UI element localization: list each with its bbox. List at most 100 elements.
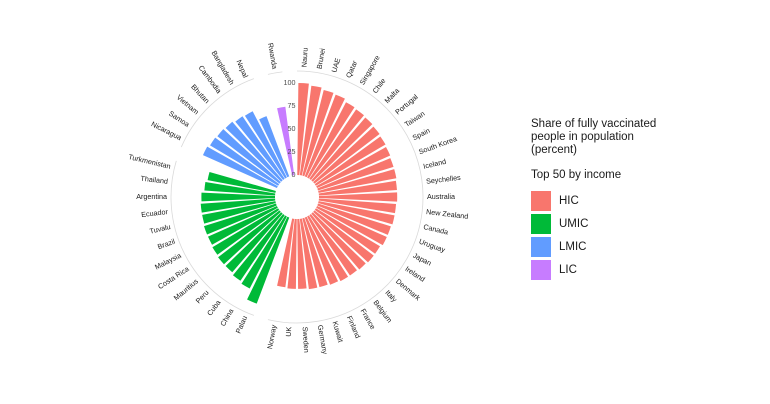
category-label: France	[359, 307, 378, 331]
bar-belgium	[309, 214, 357, 276]
radial-axis-layer: 0 25 50 75 100	[284, 78, 296, 179]
bar-chile	[309, 109, 364, 180]
bar-finland	[304, 216, 339, 285]
bar-peru	[225, 212, 283, 273]
bars-layer	[170, 70, 424, 324]
category-label: Malta	[383, 86, 402, 105]
bar-japan	[316, 205, 387, 246]
legend-item-lic: LIC	[531, 258, 681, 281]
bar-seychelles	[318, 180, 397, 196]
legend-label: LIC	[559, 263, 577, 276]
category-label: Palau	[234, 314, 250, 334]
legend-title: Share of fully vaccinated people in popu…	[531, 118, 657, 156]
category-label: Uruguay	[418, 237, 447, 255]
bar-nauru	[297, 83, 309, 176]
legend-swatch	[531, 236, 551, 257]
legend-label: HIC	[559, 194, 579, 207]
legend-item-hic: HIC	[531, 189, 681, 212]
bar-nicaragua	[202, 146, 278, 189]
bar-rwanda	[277, 106, 295, 176]
bar-ecuador	[200, 198, 276, 213]
bar-mauritius	[218, 210, 281, 265]
bar-germany	[299, 218, 318, 290]
category-label: Argentina	[136, 192, 167, 201]
radial-tick-label: 100	[284, 78, 296, 87]
bar-south-korea	[317, 158, 394, 191]
category-label: Taiwan	[403, 109, 427, 129]
bar-italy	[311, 212, 366, 270]
bar-costa-rica	[212, 208, 280, 255]
bar-samoa	[210, 137, 280, 186]
category-label: Ireland	[403, 264, 426, 284]
category-label: Samoa	[167, 109, 191, 129]
bar-australia	[318, 192, 398, 202]
bar-palau	[247, 216, 290, 304]
bar-tuvalu	[202, 201, 276, 224]
bar-vietnam	[217, 129, 281, 184]
group-arc-hic	[267, 70, 424, 324]
bar-nepal	[259, 116, 290, 178]
category-label: Norway	[265, 324, 278, 350]
category-label: Chile	[371, 77, 388, 96]
bar-kuwait	[302, 217, 328, 288]
bar-malaysia	[207, 205, 278, 245]
category-label: Brunei	[315, 47, 328, 69]
radial-tick-label: 25	[288, 147, 296, 156]
category-label: Finland	[345, 314, 363, 339]
category-label: Nepal	[234, 58, 250, 79]
category-label: New Zealand	[426, 207, 469, 221]
bar-cuba	[232, 214, 285, 281]
category-label: Germany	[316, 324, 330, 355]
category-label: Turkmenistan	[127, 152, 171, 171]
legend-subtitle: Top 50 by income	[531, 169, 622, 181]
category-label: Peru	[194, 288, 211, 305]
category-label: Kuwait	[331, 320, 346, 343]
radial-tick-label: 0	[292, 170, 296, 179]
legend-item-umic: UMIC	[531, 212, 681, 235]
category-label: Thailand	[140, 174, 168, 186]
category-label: Australia	[427, 192, 455, 201]
bar-bangladesh	[244, 111, 287, 179]
bar-ireland	[314, 208, 381, 254]
category-label: Brazil	[156, 237, 176, 252]
bar-malta	[311, 117, 373, 182]
category-label: Ecuador	[141, 207, 169, 219]
bar-turkmenistan	[207, 171, 276, 193]
category-label: Canada	[423, 222, 450, 237]
bar-sweden	[297, 218, 307, 289]
bar-qatar	[304, 94, 345, 178]
legend-swatch	[531, 213, 551, 234]
category-label: Rwanda	[266, 42, 279, 70]
category-label: Italy	[383, 288, 399, 304]
bar-brazil	[203, 203, 277, 235]
category-label: Nauru	[299, 47, 309, 67]
bar-uk	[287, 218, 297, 289]
bar-uae	[302, 89, 334, 177]
bar-spain	[316, 147, 391, 189]
bar-denmark	[313, 210, 374, 263]
legend-label: LMIC	[559, 240, 587, 253]
bar-new-zealand	[318, 198, 397, 214]
category-label: Sweden	[301, 326, 311, 352]
category-label: Spain	[411, 126, 431, 142]
legend-items: HIC UMIC LMIC LIC	[531, 189, 681, 281]
category-label: Qatar	[344, 59, 360, 80]
category-label: UAE	[329, 57, 342, 74]
bar-france	[307, 215, 349, 282]
legend: Share of fully vaccinated people in popu…	[531, 118, 681, 281]
category-label: Cuba	[205, 298, 222, 317]
bar-thailand	[204, 181, 276, 196]
category-label: Seychelles	[426, 173, 462, 186]
bar-portugal	[313, 126, 380, 184]
bar-brunei	[299, 85, 322, 176]
category-label: Iceland	[422, 157, 447, 171]
category-label: Tuvalu	[149, 222, 172, 236]
radial-tick-label: 50	[288, 124, 296, 133]
category-label: China	[218, 307, 235, 328]
category-label: Japan	[411, 251, 433, 268]
legend-item-lmic: LMIC	[531, 235, 681, 258]
legend-swatch	[531, 190, 551, 211]
bar-cambodia	[235, 116, 285, 180]
group-arc-lmic	[180, 78, 255, 148]
category-label: UK	[284, 326, 294, 337]
